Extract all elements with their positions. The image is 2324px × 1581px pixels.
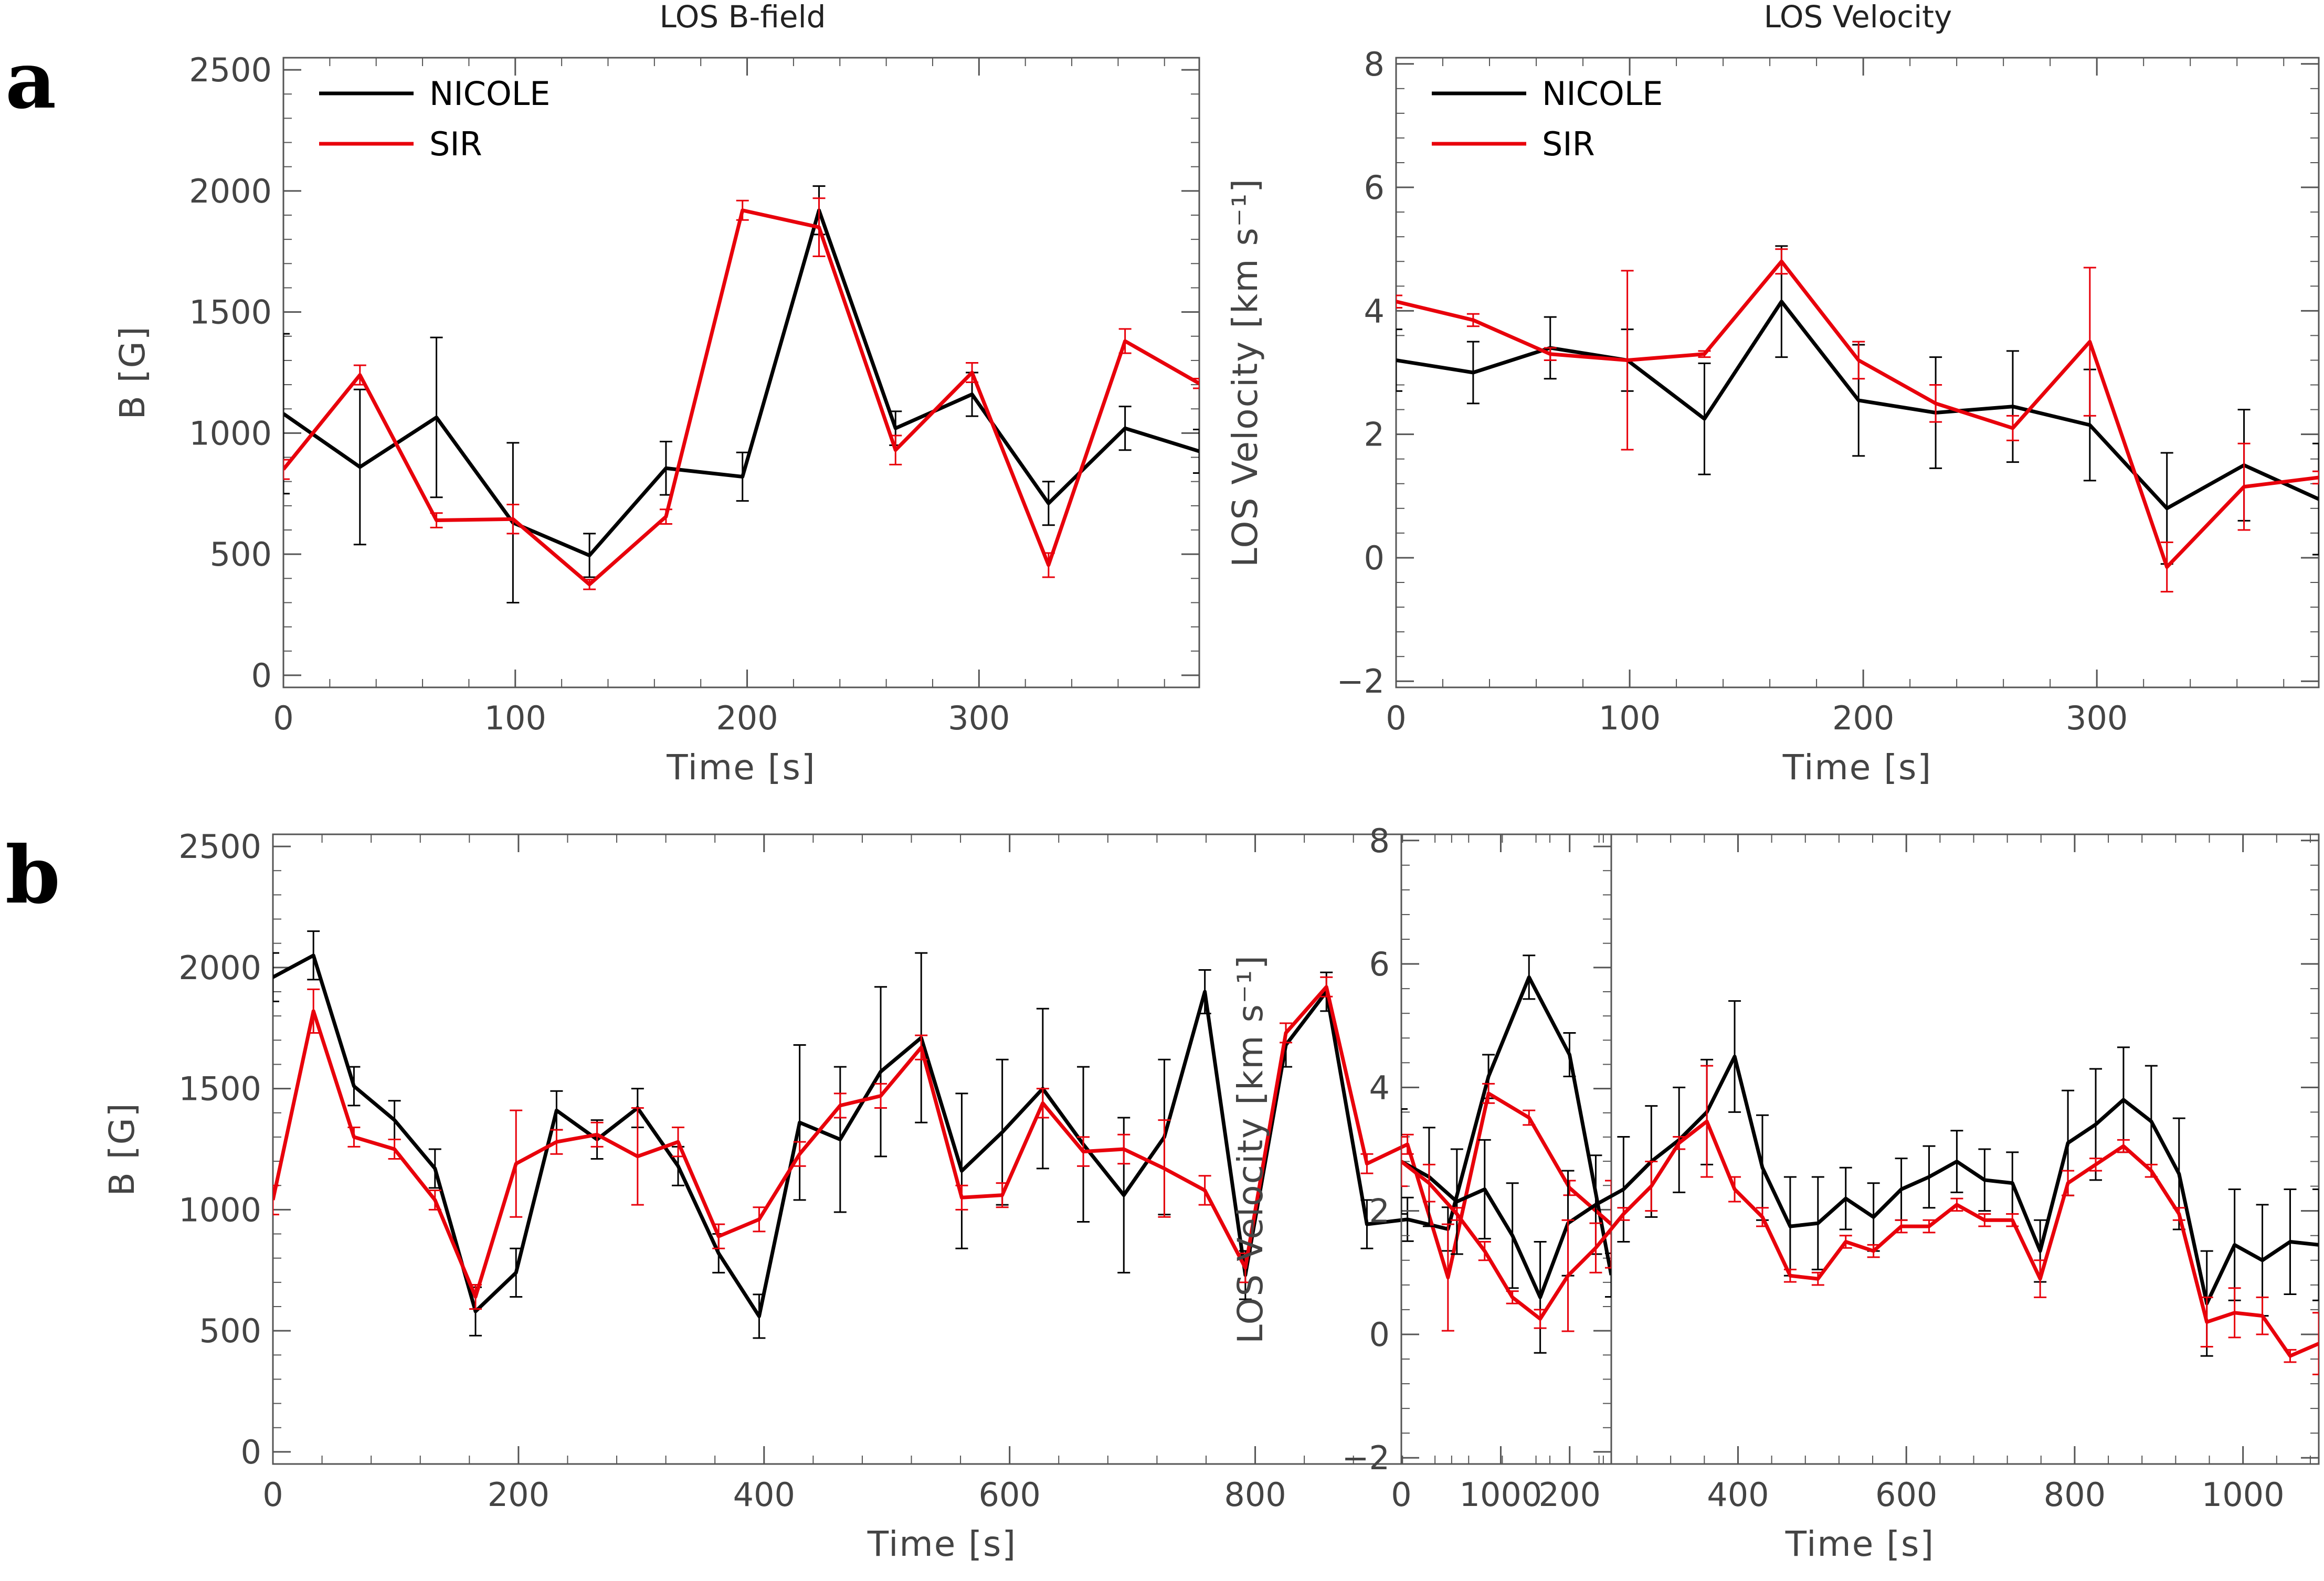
x-axis-label: Time [s] [1782, 747, 1932, 788]
plot-data-area [1396, 245, 2319, 593]
y-tick-label: 1000 [178, 1191, 261, 1229]
x-axis-label: Time [s] [1785, 1524, 1935, 1564]
x-tick-label: 300 [948, 699, 1010, 737]
x-tick-label: 300 [2066, 699, 2128, 737]
series-nicole [1396, 245, 2319, 565]
x-tick-label: 0 [1391, 1476, 1411, 1514]
legend-label-nicole: NICOLE [429, 75, 550, 113]
x-tick-label: 800 [1224, 1476, 1286, 1514]
y-tick-label: 2000 [178, 949, 261, 987]
x-tick-label: 200 [716, 699, 778, 737]
y-tick-label: 0 [251, 656, 272, 695]
x-tick-label: 600 [1875, 1476, 1937, 1514]
plot-data-area [1401, 1000, 2319, 1375]
x-tick-label: 200 [488, 1476, 550, 1514]
column-title-bfield: LOS B-field [659, 0, 826, 35]
y-tick-label: 0 [1364, 539, 1385, 577]
x-tick-label: 1000 [2202, 1476, 2285, 1514]
y-tick-label: −2 [1342, 1439, 1390, 1477]
column-title-velocity: LOS Velocity [1764, 0, 1952, 35]
y-axis-label: B [G] [102, 1102, 142, 1196]
plot-data-area [273, 930, 1611, 1339]
y-tick-label: 2 [1369, 1192, 1390, 1230]
legend-label-nicole: NICOLE [1542, 75, 1663, 113]
x-axis-label: Time [s] [867, 1524, 1017, 1564]
y-tick-label: 8 [1369, 822, 1390, 860]
y-tick-label: 4 [1369, 1068, 1390, 1107]
chart-a-bfield: 0 500 1000 1500 2000 2500 0 100 200 300 Time [s] B … [112, 51, 1200, 788]
x-tick-label: 800 [2044, 1476, 2106, 1514]
x-tick-label: 200 [1539, 1476, 1601, 1514]
y-tick-label: 6 [1364, 168, 1385, 207]
y-tick-label: 2000 [189, 172, 272, 210]
series-sir [273, 976, 1611, 1332]
x-tick-label: 400 [1707, 1476, 1769, 1514]
y-tick-label: 1500 [189, 293, 272, 332]
y-tick-label: 2500 [189, 51, 272, 89]
x-tick-label: 1000 [1460, 1476, 1543, 1514]
series-line-sir [273, 985, 1611, 1299]
y-axis-label: LOS Velocity [km s⁻¹] [1225, 178, 1265, 567]
series-sir [1401, 1065, 2319, 1375]
series-nicole [1401, 1000, 2319, 1357]
y-tick-label: 1500 [178, 1070, 261, 1108]
x-tick-label: 400 [733, 1476, 795, 1514]
x-tick-label: 0 [273, 699, 293, 737]
y-tick-label: 4 [1364, 292, 1385, 330]
legend: NICOLE SIR [319, 75, 550, 163]
x-tick-label: 0 [1386, 699, 1406, 737]
x-tick-label: 200 [1832, 699, 1894, 737]
series-line-sir [1396, 259, 2319, 569]
panel-label-b: b [5, 829, 60, 921]
plot-frame [272, 833, 1612, 1465]
series-sir [1396, 248, 2319, 593]
x-tick-label: 0 [262, 1476, 283, 1514]
legend-label-sir: SIR [429, 125, 482, 163]
panel-label-a: a [5, 34, 56, 126]
legend-label-sir: SIR [1542, 125, 1595, 163]
series-sir [283, 197, 1199, 590]
series-line-nicole [1396, 300, 2319, 511]
plot-frame [282, 57, 1200, 688]
y-tick-label: 8 [1364, 45, 1385, 83]
x-axis-label: Time [s] [666, 747, 816, 788]
y-tick-label: 1000 [189, 414, 272, 452]
x-tick-label: 100 [484, 699, 546, 737]
x-tick-label: 100 [1599, 699, 1661, 737]
y-tick-label: −2 [1337, 662, 1385, 701]
y-tick-label: 6 [1369, 945, 1390, 983]
y-tick-label: 2 [1364, 416, 1385, 454]
y-tick-label: 2500 [178, 827, 261, 866]
x-tick-label: 600 [978, 1476, 1040, 1514]
series-line-nicole [273, 953, 1611, 1318]
legend: NICOLE SIR [1432, 75, 1663, 163]
plot-frame [1395, 57, 2320, 688]
y-tick-label: 0 [241, 1433, 261, 1471]
plot-frame [1400, 833, 2320, 1465]
y-tick-label: 0 [1369, 1315, 1390, 1354]
series-nicole [273, 930, 1611, 1339]
y-tick-label: 500 [199, 1312, 261, 1350]
series-line-sir [1401, 1119, 2319, 1358]
y-axis-label: LOS Velocity [km s⁻¹] [1230, 954, 1271, 1344]
series-line-sir [283, 208, 1199, 587]
series-line-nicole [283, 208, 1199, 557]
series-nicole [283, 185, 1199, 603]
series-line-nicole [1401, 1055, 2319, 1306]
y-tick-label: 500 [210, 535, 272, 574]
y-axis-label: B [G] [112, 326, 153, 420]
plot-data-area [283, 185, 1199, 603]
